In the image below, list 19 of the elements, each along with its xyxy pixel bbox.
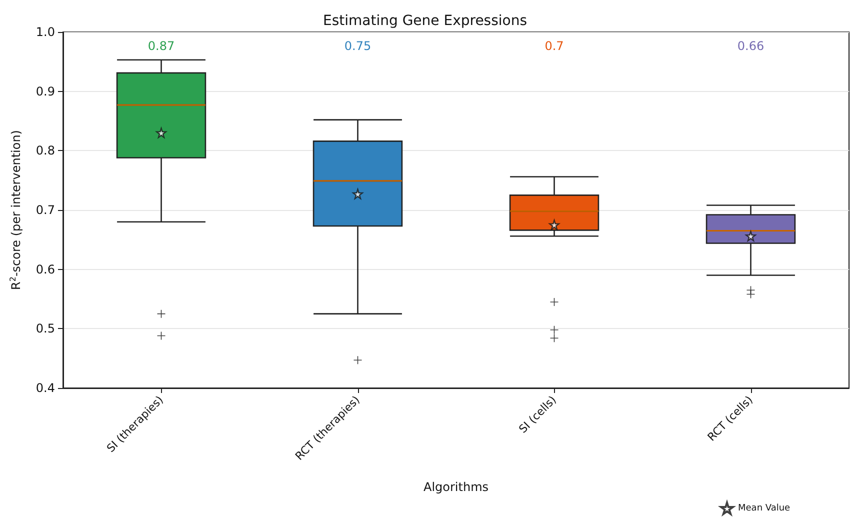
annotation: 0.66 bbox=[737, 39, 764, 53]
chart-title: Estimating Gene Expressions bbox=[322, 13, 528, 29]
y-tick-label: 0.8 bbox=[36, 144, 55, 158]
point bbox=[352, 188, 363, 200]
x-axis-title: Algorithms bbox=[423, 480, 489, 494]
legend-label: Mean Value bbox=[738, 503, 791, 514]
y-tick-label: 0.5 bbox=[36, 322, 55, 336]
y-tick-label: 0.6 bbox=[36, 262, 55, 276]
point bbox=[746, 231, 756, 242]
y-tick-label: 0.9 bbox=[36, 84, 55, 98]
y-axis-title: R2-score (per intervention) bbox=[8, 130, 23, 290]
annotation: 0.75 bbox=[344, 39, 372, 53]
y-tick-label: 0.7 bbox=[36, 203, 55, 217]
point bbox=[549, 220, 560, 230]
point bbox=[156, 128, 166, 138]
annotation: 0.7 bbox=[544, 39, 564, 53]
annotation: 0.87 bbox=[148, 39, 175, 53]
y-tick-label: 1.0 bbox=[36, 25, 55, 39]
y-tick-label: 0.4 bbox=[36, 381, 55, 395]
